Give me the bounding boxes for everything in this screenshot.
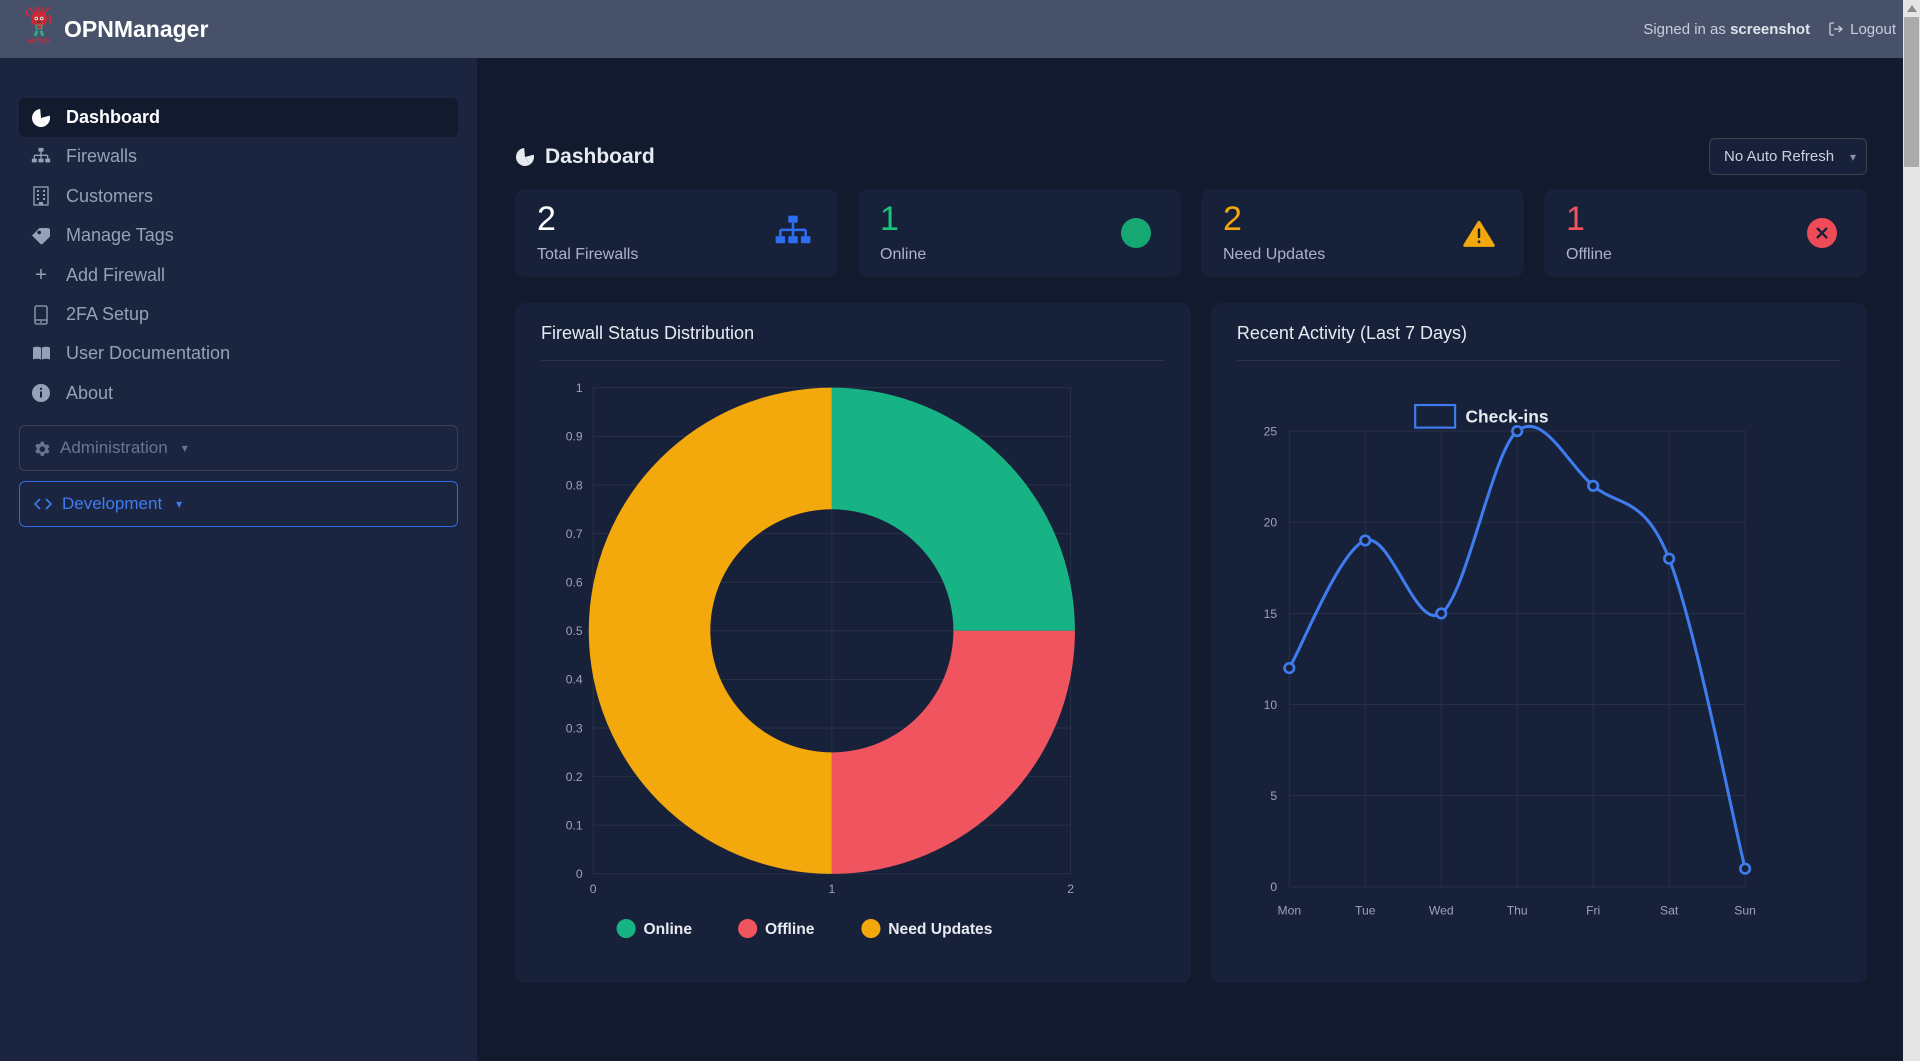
- svg-text:25: 25: [1264, 424, 1278, 438]
- svg-text:Online: Online: [643, 921, 692, 938]
- svg-text:0.8: 0.8: [566, 478, 583, 492]
- svg-text:0: 0: [1270, 880, 1277, 894]
- svg-text:AGITOR: AGITOR: [27, 39, 51, 45]
- svg-text:1: 1: [828, 882, 835, 896]
- svg-text:Mon: Mon: [1277, 904, 1301, 918]
- svg-text:Thu: Thu: [1507, 904, 1528, 918]
- svg-text:Fri: Fri: [1586, 904, 1600, 918]
- svg-text:0.3: 0.3: [566, 721, 583, 735]
- svg-text:20: 20: [1264, 516, 1278, 530]
- svg-text:0: 0: [590, 882, 597, 896]
- svg-text:0.4: 0.4: [566, 673, 583, 687]
- svg-text:Offline: Offline: [765, 921, 815, 938]
- svg-text:0.5: 0.5: [566, 624, 583, 638]
- svg-text:0.2: 0.2: [566, 770, 583, 784]
- svg-text:2: 2: [1067, 882, 1074, 896]
- svg-text:Need Updates: Need Updates: [888, 921, 992, 938]
- svg-text:Check-ins: Check-ins: [1465, 406, 1548, 426]
- svg-text:0.6: 0.6: [566, 575, 583, 589]
- svg-text:1: 1: [576, 381, 583, 395]
- svg-text:0.1: 0.1: [566, 819, 583, 833]
- svg-text:15: 15: [1264, 607, 1278, 621]
- svg-text:10: 10: [1264, 698, 1278, 712]
- svg-text:5: 5: [1270, 789, 1277, 803]
- svg-text:0.7: 0.7: [566, 527, 583, 541]
- svg-text:Tue: Tue: [1355, 904, 1376, 918]
- svg-text:0.9: 0.9: [566, 430, 583, 444]
- svg-text:0: 0: [576, 867, 583, 881]
- svg-text:Sun: Sun: [1734, 904, 1756, 918]
- svg-text:Wed: Wed: [1429, 904, 1454, 918]
- svg-text:Sat: Sat: [1660, 904, 1679, 918]
